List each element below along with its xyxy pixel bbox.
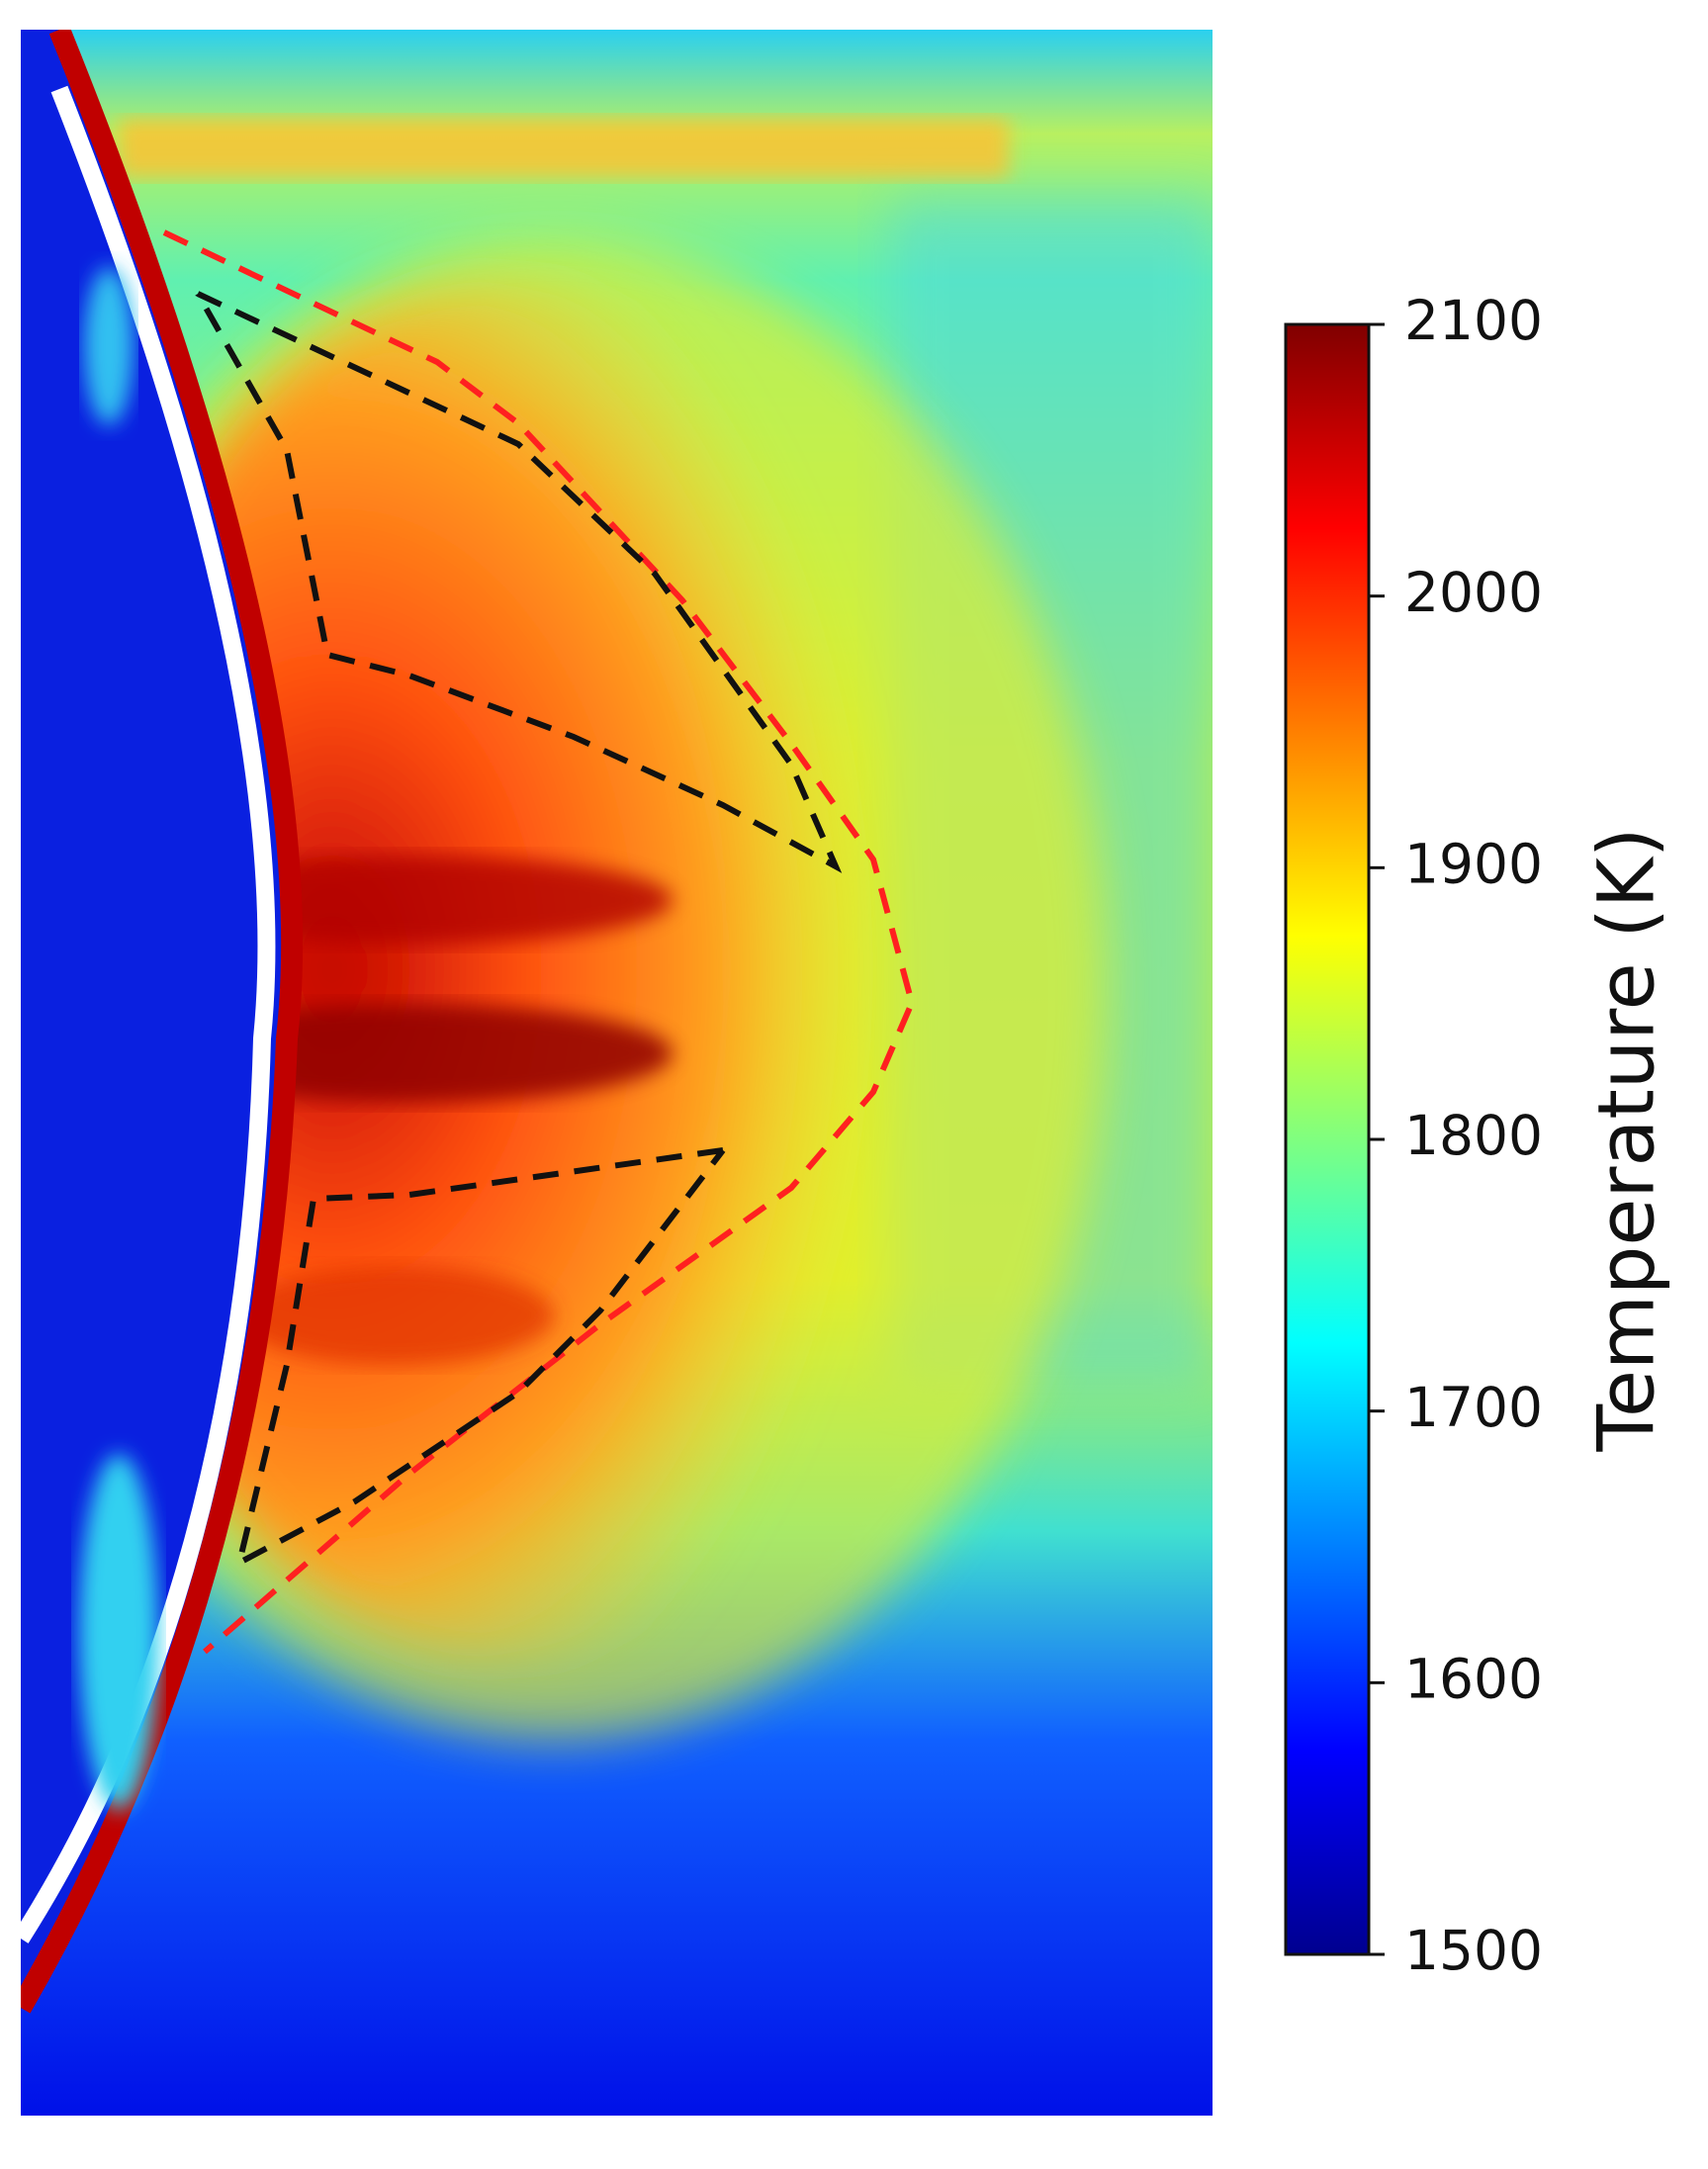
colorbar-tick-label: 1900 bbox=[1404, 832, 1543, 895]
colorbar bbox=[1284, 322, 1371, 1956]
temperature-field bbox=[21, 30, 1213, 2116]
colorbar-tick-label: 2000 bbox=[1404, 561, 1543, 624]
colorbar-tick-label: 1600 bbox=[1404, 1647, 1543, 1710]
colorbar-tick-label: 1800 bbox=[1404, 1104, 1543, 1167]
colorbar-tick-label: 2100 bbox=[1404, 289, 1543, 352]
colorbar-tick-label: 1500 bbox=[1404, 1919, 1543, 1982]
region-outlines bbox=[162, 229, 916, 1655]
colorbar-label: Temperature (K) bbox=[1582, 828, 1671, 1453]
colorbar-tick-label: 1700 bbox=[1404, 1376, 1543, 1439]
